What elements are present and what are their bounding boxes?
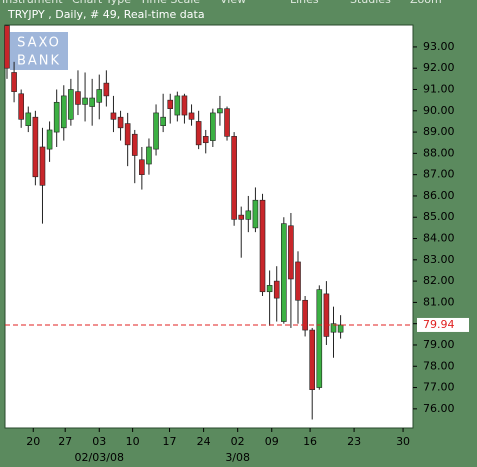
candle-body [323, 293, 330, 337]
candle-body [11, 72, 17, 92]
candle-body [174, 95, 181, 116]
candle-body [60, 95, 67, 129]
candle-body [89, 97, 95, 107]
x-tick-label: 20 [26, 435, 40, 448]
candle-body [82, 97, 88, 105]
y-tick-label: 90.00 [423, 104, 455, 117]
menu-item: Chart Type [72, 0, 131, 6]
x-tick-label: 16 [303, 435, 317, 448]
logo-text: BANK [17, 54, 61, 69]
candle-body [75, 91, 81, 105]
menu-item: Lines [290, 0, 319, 6]
y-tick-label: 76.00 [423, 402, 455, 415]
candle-body [188, 112, 195, 120]
x-tick-label: 02 [231, 435, 245, 448]
candle-body [266, 285, 273, 293]
candle-body [131, 133, 138, 156]
candle-body [110, 112, 117, 120]
candle-body [181, 95, 188, 116]
candle-body [68, 89, 74, 120]
candle-body [224, 108, 230, 137]
menu-item: Instrument [2, 0, 63, 6]
y-tick-label: 78.00 [423, 359, 455, 372]
y-tick-label: 82.00 [423, 274, 455, 287]
candle-body [39, 146, 46, 186]
logo-text: SAXO [17, 36, 61, 51]
y-tick-label: 92.00 [423, 61, 455, 74]
candle-body [330, 323, 337, 333]
y-tick-label: 89.00 [423, 125, 455, 138]
candle-body [167, 99, 174, 109]
x-tick-label: 03 [92, 435, 106, 448]
candle-body [153, 112, 159, 150]
menu-item: Studies [350, 0, 391, 6]
x-tick-label: 17 [163, 435, 177, 448]
candle-body [202, 136, 209, 144]
menu-item: Time Scale [139, 0, 200, 6]
candle-body [124, 123, 131, 146]
x-tick-label: 30 [396, 435, 410, 448]
y-tick-label: 79.00 [423, 338, 455, 351]
y-tick-label: 86.00 [423, 189, 455, 202]
y-tick-label: 84.00 [423, 232, 455, 245]
candle-body [32, 116, 39, 178]
candle-body [252, 199, 259, 229]
x-tick-label: 10 [126, 435, 140, 448]
plot-area [4, 24, 414, 429]
last-price-box [417, 317, 469, 332]
candle-body [231, 136, 237, 220]
logo-box [10, 32, 68, 70]
candle-body [18, 93, 24, 120]
date-label: 02/03/08 [75, 451, 124, 464]
candle-body [316, 289, 323, 388]
candle-body [309, 329, 316, 390]
candle-body [96, 89, 103, 103]
y-tick-label: 83.00 [423, 253, 455, 266]
candle-body [4, 25, 10, 69]
candle-body [295, 261, 301, 301]
x-tick-label: 09 [265, 435, 279, 448]
y-tick-label: 88.00 [423, 146, 455, 159]
candle-body [139, 159, 145, 175]
candle-body [46, 129, 53, 150]
candle-body [53, 101, 60, 133]
candle-body [117, 116, 124, 129]
candle-body [217, 108, 223, 114]
menu-item: View [220, 0, 246, 6]
last-price-label: 79.94 [423, 318, 455, 331]
candle-body [25, 112, 32, 126]
candle-body [302, 299, 308, 331]
candle-body [259, 199, 266, 293]
candle-body [195, 121, 202, 146]
chart-title: TRYJPY , Daily, # 49, Real-time data [7, 8, 205, 21]
candle-body [238, 214, 245, 220]
candle-body [210, 112, 216, 141]
y-tick-label: 85.00 [423, 210, 455, 223]
x-tick-label: 23 [347, 435, 361, 448]
y-tick-label: 93.00 [423, 40, 455, 53]
menu-item: Zoom [410, 0, 442, 6]
candle-body [281, 223, 287, 322]
candle-body [103, 82, 110, 97]
candle-body [288, 225, 294, 280]
candle-body [273, 280, 280, 299]
x-tick-label: 24 [197, 435, 211, 448]
candle-body [245, 210, 252, 220]
candle-body [337, 324, 344, 333]
candle-body [160, 116, 166, 126]
x-tick-label: 27 [58, 435, 72, 448]
y-tick-label: 91.00 [423, 83, 455, 96]
candle-body [146, 146, 152, 165]
date-label: 3/08 [225, 451, 250, 464]
y-tick-label: 77.00 [423, 381, 455, 394]
y-tick-label: 81.00 [423, 295, 455, 308]
y-tick-label: 87.00 [423, 168, 455, 181]
